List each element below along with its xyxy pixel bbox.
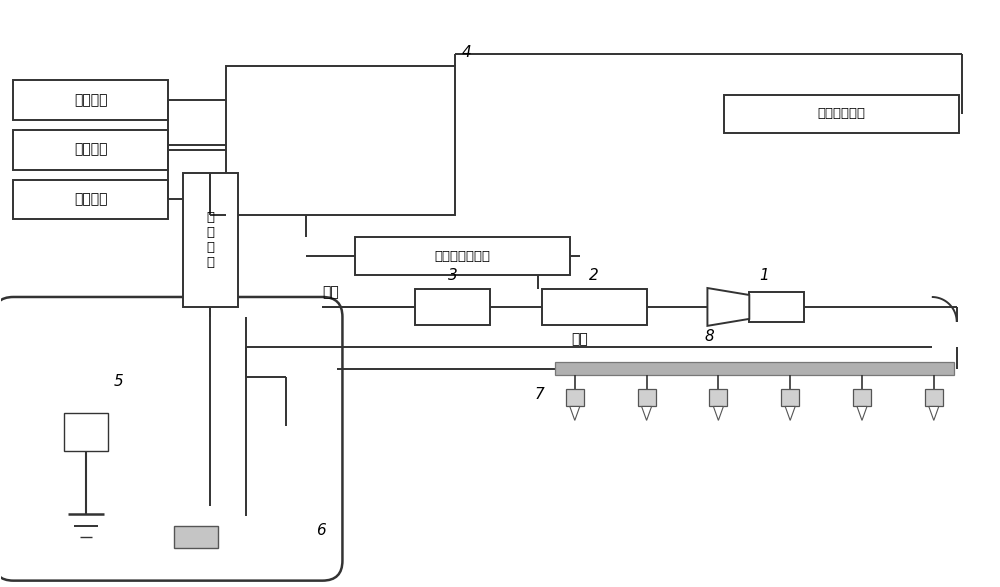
FancyBboxPatch shape bbox=[415, 289, 490, 325]
FancyBboxPatch shape bbox=[174, 526, 218, 548]
FancyBboxPatch shape bbox=[13, 180, 168, 220]
Polygon shape bbox=[785, 406, 795, 420]
FancyBboxPatch shape bbox=[781, 389, 799, 406]
FancyBboxPatch shape bbox=[638, 389, 656, 406]
Polygon shape bbox=[707, 288, 749, 326]
Text: 出醇: 出醇 bbox=[322, 285, 339, 299]
FancyBboxPatch shape bbox=[64, 413, 108, 451]
FancyBboxPatch shape bbox=[853, 389, 871, 406]
FancyBboxPatch shape bbox=[724, 95, 959, 133]
Text: 液
位
信
号: 液 位 信 号 bbox=[206, 211, 214, 269]
FancyBboxPatch shape bbox=[555, 362, 954, 375]
Text: 8: 8 bbox=[705, 329, 714, 345]
FancyBboxPatch shape bbox=[0, 297, 342, 581]
FancyBboxPatch shape bbox=[749, 292, 804, 322]
Text: 5: 5 bbox=[114, 374, 124, 389]
Text: 甲醇泵控制信号: 甲醇泵控制信号 bbox=[435, 249, 491, 262]
Text: 回醇: 回醇 bbox=[571, 332, 588, 346]
FancyBboxPatch shape bbox=[925, 389, 943, 406]
Polygon shape bbox=[642, 406, 652, 420]
Text: 4: 4 bbox=[462, 45, 472, 60]
Text: 3: 3 bbox=[448, 268, 458, 282]
Text: 喷嘴控制信号: 喷嘴控制信号 bbox=[818, 107, 866, 120]
Text: 7: 7 bbox=[535, 387, 545, 402]
FancyBboxPatch shape bbox=[542, 289, 647, 325]
FancyBboxPatch shape bbox=[13, 80, 168, 120]
Text: 水温信号: 水温信号 bbox=[74, 193, 107, 207]
Polygon shape bbox=[857, 406, 867, 420]
Text: 油门信号: 油门信号 bbox=[74, 143, 107, 157]
Text: 转速信号: 转速信号 bbox=[74, 93, 107, 107]
FancyBboxPatch shape bbox=[183, 173, 238, 307]
FancyBboxPatch shape bbox=[566, 389, 584, 406]
Polygon shape bbox=[929, 406, 939, 420]
Polygon shape bbox=[570, 406, 580, 420]
FancyBboxPatch shape bbox=[709, 389, 727, 406]
FancyBboxPatch shape bbox=[226, 66, 455, 215]
FancyBboxPatch shape bbox=[355, 237, 570, 275]
FancyBboxPatch shape bbox=[13, 130, 168, 170]
Text: 1: 1 bbox=[759, 268, 769, 282]
Text: 2: 2 bbox=[589, 268, 599, 282]
Text: 6: 6 bbox=[316, 524, 325, 538]
Polygon shape bbox=[713, 406, 723, 420]
